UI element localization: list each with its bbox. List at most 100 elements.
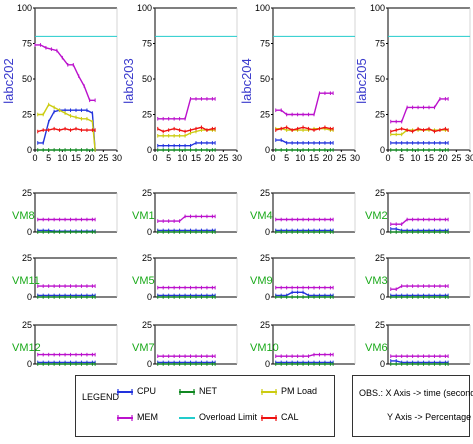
legend-label: NET — [199, 386, 217, 396]
x-tick-label: 15 — [424, 153, 434, 163]
panel-title: VM1 — [132, 210, 155, 222]
series-mem — [275, 91, 334, 117]
series-line — [275, 126, 334, 131]
series-net — [275, 362, 334, 366]
x-tick-label: 20 — [205, 153, 215, 163]
x-tick-label: 10 — [177, 153, 187, 163]
legend-label: Overload Limit — [199, 412, 258, 422]
y-tick-label: 0 — [380, 227, 385, 237]
x-tick-label: 25 — [336, 153, 346, 163]
panel-title: VM2 — [365, 210, 388, 222]
y-tick-label: 50 — [22, 74, 32, 84]
x-tick-label: 5 — [399, 153, 404, 163]
series-line — [275, 127, 334, 131]
series-mem — [37, 284, 96, 288]
series-net — [390, 295, 449, 299]
series-mem — [275, 285, 334, 290]
panel-title: labc205 — [354, 58, 369, 104]
legend-item-pm-load: PM Load — [260, 386, 317, 396]
x-tick-label: 10 — [410, 153, 420, 163]
series-cal — [37, 126, 96, 134]
panel-title: labc202 — [1, 58, 16, 104]
panel-vm9: 0 25 VM9 — [250, 253, 356, 302]
series-cpu — [275, 138, 334, 145]
series-cal — [157, 125, 216, 134]
y-tick-label: 25 — [142, 188, 152, 198]
panel-vm2: 0 25 VM2 — [365, 188, 471, 237]
y-tick-label: 25 — [375, 110, 385, 120]
series-mem — [157, 285, 216, 290]
y-tick-label: 0 — [380, 292, 385, 302]
series-net — [390, 230, 449, 234]
series-line — [275, 353, 334, 357]
panel-title: VM8 — [12, 210, 35, 222]
x-tick-label: 30 — [112, 153, 122, 163]
series-net — [275, 230, 334, 234]
legend-box: LEGEND CPU NET PM Load MEM Overload Limit CAL — [75, 375, 335, 437]
series-line — [157, 142, 216, 147]
series-net — [37, 362, 96, 366]
series-net — [275, 148, 334, 152]
panel-vm4: 0 25 VM4 — [250, 188, 356, 237]
legend-swatch — [117, 414, 133, 421]
series-net — [157, 295, 216, 299]
legend-swatch — [261, 414, 277, 421]
x-tick-label: 20 — [85, 153, 95, 163]
x-tick-label: 0 — [270, 153, 275, 163]
panel-title: labc204 — [239, 58, 254, 104]
legend-item-mem: MEM — [116, 412, 158, 422]
series-net — [37, 295, 96, 299]
series-mem — [37, 352, 96, 357]
legend-label: CAL — [281, 412, 299, 422]
series-line — [37, 127, 96, 133]
series-mem — [37, 217, 96, 222]
legend-swatch — [261, 388, 277, 395]
series-line — [275, 291, 334, 297]
series-mem — [157, 214, 216, 223]
legend-label: PM Load — [281, 386, 318, 396]
x-tick-label: 20 — [323, 153, 333, 163]
series-line — [390, 228, 449, 232]
series-line — [157, 126, 216, 133]
series-cpu — [390, 141, 449, 145]
panel-vm1: 0 25 VM1 — [132, 188, 238, 237]
series-line — [37, 103, 96, 151]
series-line — [157, 98, 216, 120]
y-tick-label: 100 — [137, 3, 152, 13]
y-tick-label: 25 — [22, 253, 32, 263]
y-tick-label: 0 — [147, 227, 152, 237]
legend-label: CPU — [137, 386, 157, 396]
series-line — [390, 218, 449, 225]
series-mem — [157, 354, 216, 358]
y-tick-label: 50 — [260, 74, 270, 84]
observation-y-axis: Y Axis -> Percentage — [387, 412, 472, 422]
panel-title: labc203 — [121, 58, 136, 104]
y-tick-label: 25 — [22, 320, 32, 330]
series-line — [390, 127, 449, 133]
legend-swatch — [179, 388, 195, 395]
y-tick-label: 25 — [22, 188, 32, 198]
series-mem — [390, 284, 449, 291]
x-tick-label: 25 — [451, 153, 461, 163]
y-tick-label: 25 — [375, 320, 385, 330]
series-cal — [390, 126, 449, 134]
y-tick-label: 0 — [265, 145, 270, 155]
series-line — [35, 44, 96, 102]
y-tick-label: 25 — [260, 253, 270, 263]
y-tick-label: 100 — [17, 3, 32, 13]
legend-item-cal: CAL — [260, 412, 299, 422]
y-tick-label: 75 — [375, 39, 385, 49]
panel-vm10: 0 25 VM10 — [250, 320, 356, 369]
panel-vm7: 0 25 VM7 — [132, 320, 238, 369]
panel-title: VM12 — [12, 342, 41, 354]
series-mem — [275, 352, 334, 358]
legend-item-cpu: CPU — [116, 386, 156, 396]
series-net — [390, 362, 449, 366]
x-tick-label: 30 — [465, 153, 473, 163]
series-mem — [34, 43, 96, 103]
x-tick-label: 0 — [385, 153, 390, 163]
series-line — [157, 215, 216, 222]
